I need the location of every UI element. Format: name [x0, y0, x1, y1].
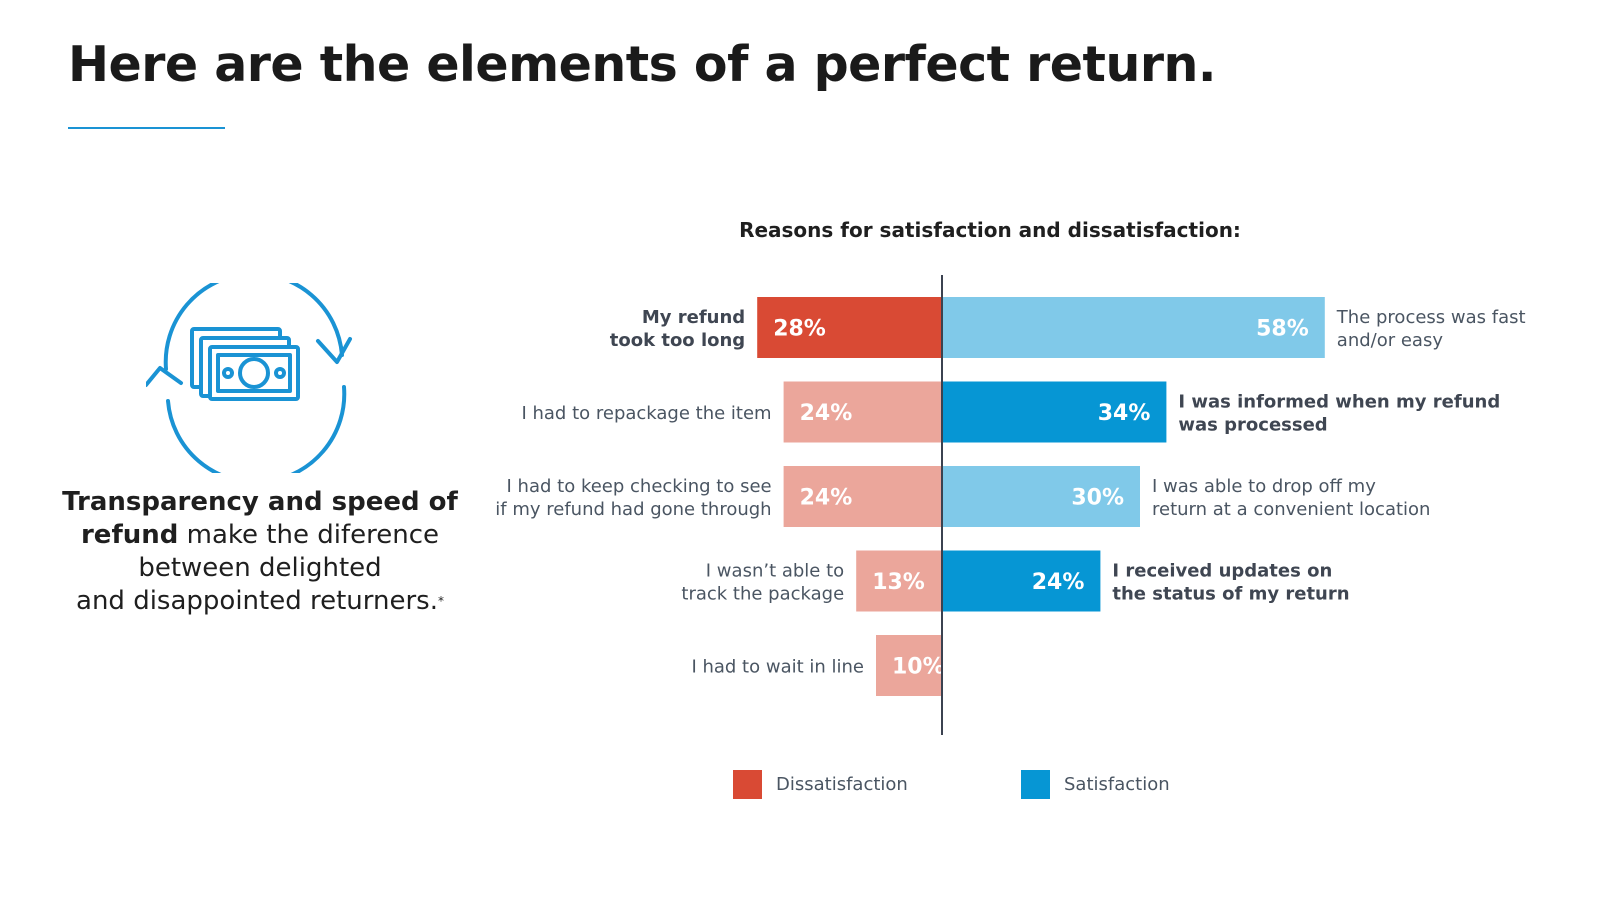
value-label-dissatisfaction-3: 24%	[800, 486, 853, 511]
value-label-satisfaction-3: 30%	[1071, 486, 1124, 511]
cycle-arrow-top-arc	[163, 283, 344, 371]
title-underline	[68, 127, 225, 129]
category-label-satisfaction-2-line-1: I was informed when my refund	[1178, 392, 1500, 413]
chart-title: Reasons for satisfaction and dissatisfac…	[739, 218, 1241, 242]
value-label-satisfaction-1: 58%	[1256, 317, 1309, 342]
cycle-arrow-top-head	[316, 337, 352, 364]
category-label-dissatisfaction-4-line-2: track the package	[681, 584, 844, 605]
category-label-satisfaction-4-line-2: the status of my return	[1112, 584, 1349, 605]
category-label-satisfaction-1-line-2: and/or easy	[1337, 330, 1444, 351]
cycle-arrow-bottom-head	[146, 366, 183, 387]
legend-label-satisfaction: Satisfaction	[1064, 774, 1170, 795]
page-title: Here are the elements of a perfect retur…	[68, 36, 1217, 93]
category-label-satisfaction-3-line-2: return at a convenient location	[1152, 499, 1430, 520]
category-label-dissatisfaction-4-line-1: I wasn’t able to	[706, 561, 844, 582]
money-refund-cycle-icon	[146, 283, 352, 473]
legend-satisfaction: Satisfaction	[1021, 770, 1170, 799]
category-label-dissatisfaction-5-line-1: I had to wait in line	[691, 657, 864, 678]
bar-satisfaction-3	[942, 466, 1140, 527]
caption-footnote-mark: *	[437, 594, 444, 608]
bar-dissatisfaction-5	[876, 635, 942, 696]
value-label-dissatisfaction-4: 13%	[872, 570, 925, 595]
bar-dissatisfaction-4	[856, 550, 942, 612]
legend-dissatisfaction: Dissatisfaction	[733, 770, 908, 799]
category-label-satisfaction-3-line-1: I was able to drop off my	[1152, 476, 1376, 497]
bar-satisfaction-1	[942, 297, 1325, 358]
legend-label-dissatisfaction: Dissatisfaction	[776, 774, 908, 795]
category-label-dissatisfaction-2-line-1: I had to repackage the item	[521, 403, 771, 424]
category-label-dissatisfaction-1-line-2: took too long	[610, 330, 745, 351]
caption-line3: and disappointed returners.	[76, 586, 438, 616]
category-label-satisfaction-2-line-2: was processed	[1178, 415, 1327, 436]
bar-dissatisfaction-3	[783, 466, 942, 527]
category-label-dissatisfaction-1-line-1: My refund	[642, 307, 745, 328]
cycle-arrow-bottom-arc	[166, 385, 347, 473]
bar-dissatisfaction-1	[757, 297, 942, 358]
value-label-dissatisfaction-5: 10%	[892, 655, 945, 680]
caption-line1: make the diference	[178, 520, 439, 550]
category-label-satisfaction-1-line-1: The process was fast	[1336, 307, 1526, 328]
bar-satisfaction-4	[942, 550, 1101, 612]
caption: Transparency and speed of refund make th…	[40, 486, 480, 618]
value-label-dissatisfaction-1: 28%	[773, 317, 826, 342]
value-label-satisfaction-2: 34%	[1098, 401, 1151, 426]
legend-swatch-dissatisfaction	[733, 770, 762, 799]
caption-bold: Transparency and speed of refund	[62, 487, 458, 550]
bar-satisfaction-2	[942, 381, 1167, 443]
category-label-dissatisfaction-3-line-2: if my refund had gone through	[495, 499, 771, 520]
category-label-satisfaction-4-line-1: I received updates on	[1112, 561, 1332, 582]
legend-swatch-satisfaction	[1021, 770, 1050, 799]
category-label-dissatisfaction-3-line-1: I had to keep checking to see	[507, 476, 772, 497]
value-label-satisfaction-4: 24%	[1032, 570, 1085, 595]
caption-line2: between delighted	[138, 553, 382, 583]
value-label-dissatisfaction-2: 24%	[800, 401, 853, 426]
bar-dissatisfaction-2	[783, 381, 942, 443]
